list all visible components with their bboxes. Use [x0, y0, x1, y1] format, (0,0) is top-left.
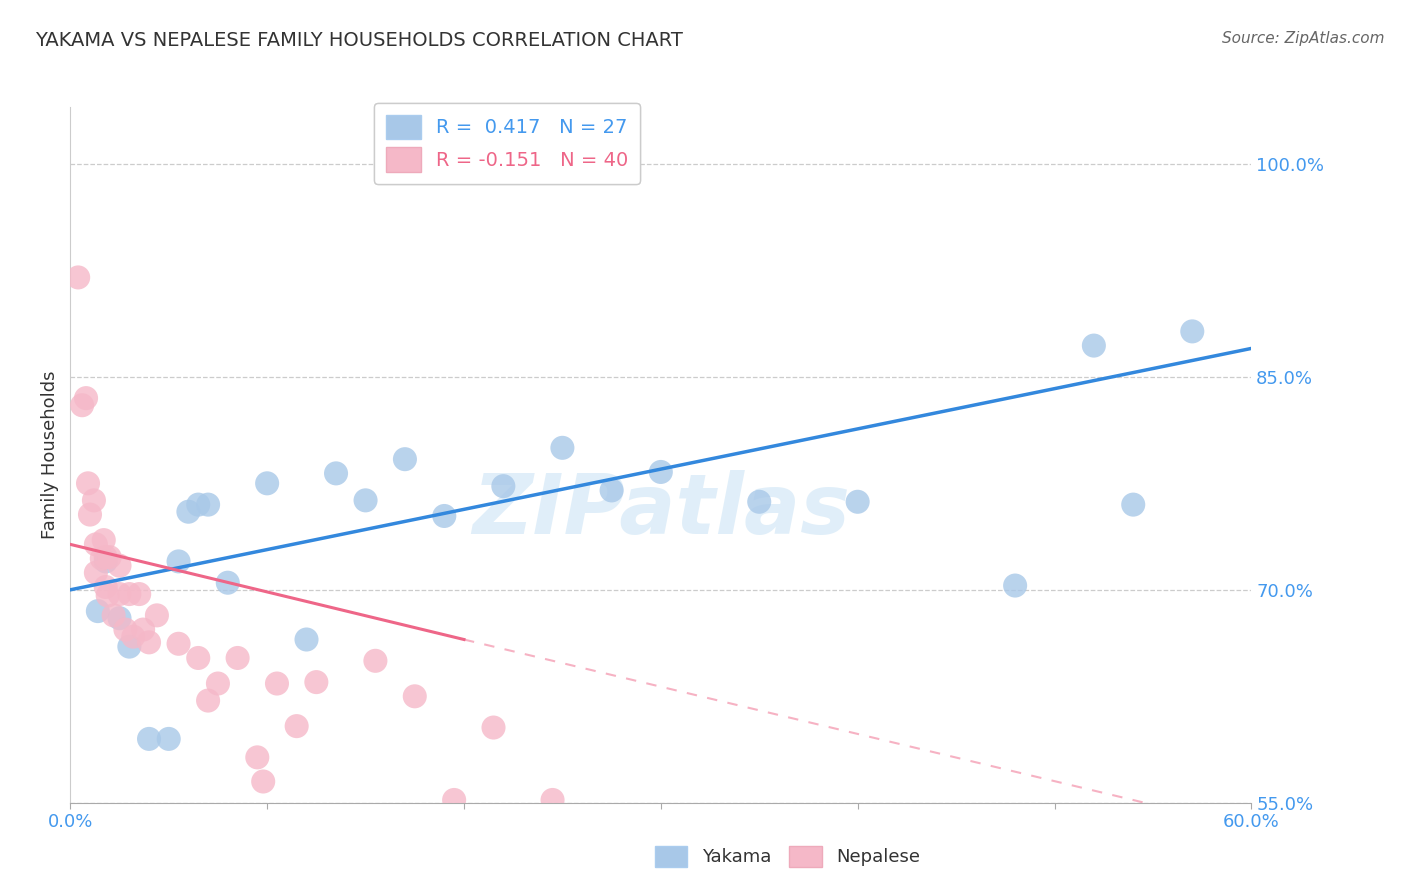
Point: [551, 441, 574, 455]
Point: [404, 690, 426, 704]
Text: YAKAMA VS NEPALESE FAMILY HOUSEHOLDS CORRELATION CHART: YAKAMA VS NEPALESE FAMILY HOUSEHOLDS COR…: [35, 31, 683, 50]
Point: [122, 630, 145, 644]
Point: [108, 558, 131, 573]
Point: [77, 476, 100, 491]
Point: [354, 493, 377, 508]
Point: [70, 398, 93, 412]
Point: [94, 554, 117, 568]
Point: [443, 793, 465, 807]
Point: [177, 505, 200, 519]
Point: [748, 495, 770, 509]
Legend: R =  0.417   N = 27, R = -0.151   N = 40: R = 0.417 N = 27, R = -0.151 N = 40: [374, 103, 640, 184]
Point: [84, 537, 107, 551]
Point: [187, 651, 209, 665]
Point: [256, 476, 278, 491]
Point: [226, 651, 249, 665]
Point: [266, 676, 288, 690]
Point: [305, 675, 328, 690]
Point: [108, 611, 131, 625]
Point: [394, 452, 416, 467]
Point: [128, 587, 150, 601]
Point: [75, 391, 97, 405]
Point: [207, 676, 229, 690]
Y-axis label: Family Households: Family Households: [41, 371, 59, 539]
Point: [132, 623, 155, 637]
Point: [364, 654, 387, 668]
Point: [167, 554, 190, 568]
Point: [97, 589, 120, 603]
Point: [492, 479, 515, 493]
Point: [114, 623, 136, 637]
Point: [90, 551, 112, 566]
Text: Source: ZipAtlas.com: Source: ZipAtlas.com: [1222, 31, 1385, 46]
Point: [93, 533, 115, 548]
Point: [118, 587, 141, 601]
Point: [187, 498, 209, 512]
Point: [67, 270, 90, 285]
Point: [157, 731, 180, 746]
Point: [98, 550, 121, 565]
Point: [1083, 338, 1105, 352]
Point: [846, 495, 869, 509]
Point: [84, 566, 107, 580]
Point: [1181, 325, 1204, 339]
Point: [138, 635, 160, 649]
Point: [83, 493, 105, 508]
Point: [630, 831, 652, 846]
Point: [138, 731, 160, 746]
Point: [482, 721, 505, 735]
Point: [246, 750, 269, 764]
Point: [252, 774, 274, 789]
Point: [285, 719, 308, 733]
Point: [1122, 498, 1144, 512]
Point: [295, 632, 318, 647]
Point: [94, 580, 117, 594]
Point: [197, 693, 219, 707]
Text: ZIPatlas: ZIPatlas: [472, 470, 849, 551]
Point: [79, 508, 101, 522]
Point: [118, 640, 141, 654]
Point: [541, 793, 564, 807]
Point: [650, 465, 672, 479]
Point: [167, 637, 190, 651]
Point: [87, 604, 110, 618]
Legend: Yakama, Nepalese: Yakama, Nepalese: [648, 838, 927, 874]
Point: [600, 483, 623, 498]
Point: [197, 498, 219, 512]
Point: [1004, 578, 1026, 592]
Point: [103, 608, 125, 623]
Point: [108, 587, 131, 601]
Point: [217, 575, 239, 590]
Point: [325, 467, 347, 481]
Point: [433, 508, 456, 523]
Point: [146, 608, 169, 623]
Point: [94, 550, 117, 565]
